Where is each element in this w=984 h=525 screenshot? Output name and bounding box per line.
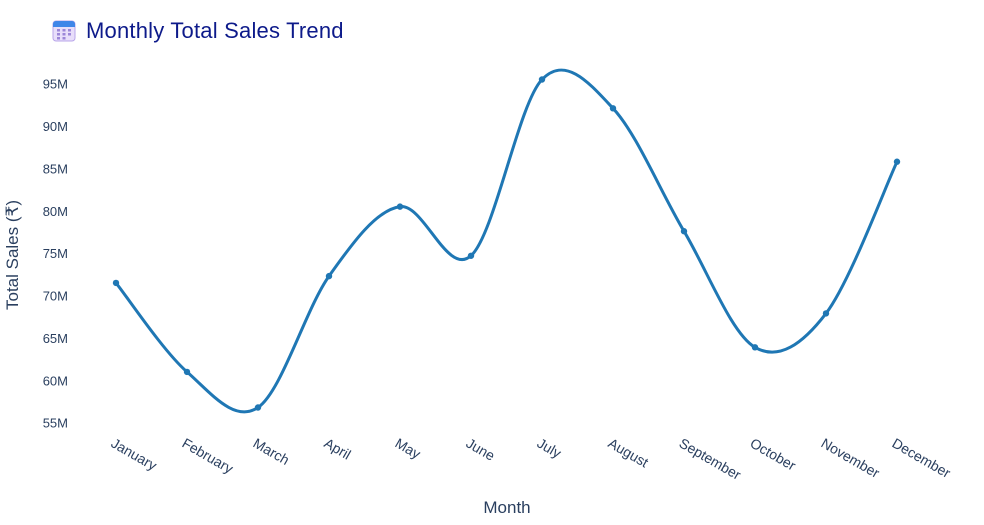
- chart-title-group: Monthly Total Sales Trend: [52, 18, 344, 44]
- data-point[interactable]: [822, 310, 830, 317]
- chart-title: Monthly Total Sales Trend: [86, 18, 344, 43]
- y-tick-label: 75M: [43, 246, 68, 261]
- series-line: [114, 68, 899, 414]
- y-tick-label: 80M: [43, 204, 68, 219]
- calendar-icon: [52, 20, 76, 42]
- x-tick-label: March: [251, 435, 293, 468]
- data-point[interactable]: [751, 344, 759, 351]
- data-point[interactable]: [609, 105, 617, 112]
- x-tick-label: November: [819, 435, 883, 481]
- y-tick-label: 70M: [43, 289, 68, 304]
- data-markers: [112, 76, 901, 411]
- x-axis-ticks: January February March April May June July Augu…: [109, 435, 954, 483]
- x-tick-label: May: [393, 435, 424, 462]
- x-tick-label: July: [535, 435, 565, 461]
- x-tick-label: October: [748, 435, 799, 474]
- data-point[interactable]: [112, 279, 120, 287]
- x-tick-label: August: [606, 435, 652, 471]
- data-point[interactable]: [538, 76, 546, 83]
- data-point[interactable]: [325, 272, 333, 280]
- data-point[interactable]: [396, 203, 404, 210]
- y-axis-ticks: 55M 60M 65M 70M 75M 80M 85M 90M 95M: [43, 77, 68, 431]
- x-tick-label: December: [890, 435, 954, 481]
- y-tick-label: 65M: [43, 331, 68, 346]
- data-point[interactable]: [680, 228, 688, 235]
- y-tick-label: 95M: [43, 77, 68, 92]
- y-tick-label: 55M: [43, 416, 68, 431]
- data-point[interactable]: [467, 252, 475, 259]
- y-tick-label: 60M: [43, 373, 68, 388]
- y-tick-label: 85M: [43, 161, 68, 176]
- x-tick-label: February: [180, 435, 237, 477]
- data-point[interactable]: [254, 404, 262, 411]
- y-axis-title: Total Sales (₹): [3, 200, 22, 310]
- data-point[interactable]: [893, 158, 901, 165]
- x-tick-label: June: [464, 435, 498, 464]
- data-point[interactable]: [183, 368, 191, 376]
- x-tick-label: January: [109, 435, 160, 474]
- x-tick-label: April: [322, 435, 354, 463]
- y-tick-label: 90M: [43, 119, 68, 134]
- x-axis-title: Month: [483, 498, 530, 517]
- x-tick-label: September: [677, 435, 745, 483]
